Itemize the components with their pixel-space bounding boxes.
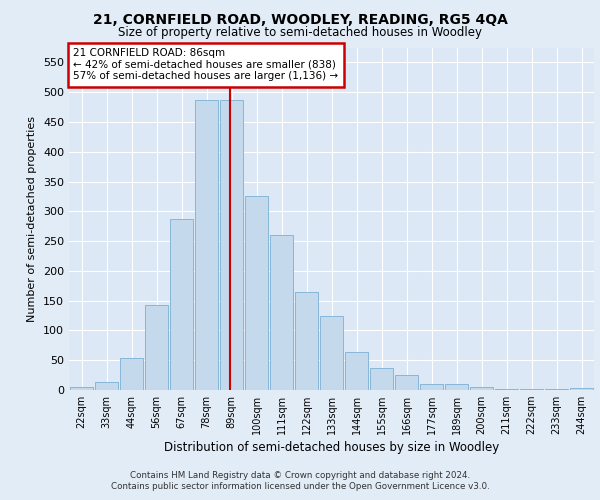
Bar [370, 368, 393, 390]
Bar [495, 389, 518, 390]
Bar [570, 388, 593, 390]
Bar [445, 384, 468, 390]
Text: Contains HM Land Registry data © Crown copyright and database right 2024.: Contains HM Land Registry data © Crown c… [130, 471, 470, 480]
Text: 21 CORNFIELD ROAD: 86sqm
← 42% of semi-detached houses are smaller (838)
57% of : 21 CORNFIELD ROAD: 86sqm ← 42% of semi-d… [73, 48, 338, 82]
Bar [95, 382, 118, 390]
Bar [145, 305, 168, 390]
Y-axis label: Number of semi-detached properties: Number of semi-detached properties [28, 116, 37, 322]
Bar [245, 196, 268, 390]
X-axis label: Distribution of semi-detached houses by size in Woodley: Distribution of semi-detached houses by … [164, 442, 499, 454]
Bar [70, 387, 93, 390]
Bar [345, 352, 368, 390]
Bar [120, 358, 143, 390]
Bar [195, 100, 218, 390]
Bar [520, 389, 543, 390]
Bar [220, 100, 243, 390]
Bar [295, 292, 318, 390]
Text: 21, CORNFIELD ROAD, WOODLEY, READING, RG5 4QA: 21, CORNFIELD ROAD, WOODLEY, READING, RG… [92, 12, 508, 26]
Bar [395, 375, 418, 390]
Bar [320, 316, 343, 390]
Bar [545, 389, 568, 390]
Bar [420, 384, 443, 390]
Bar [170, 219, 193, 390]
Bar [470, 387, 493, 390]
Text: Size of property relative to semi-detached houses in Woodley: Size of property relative to semi-detach… [118, 26, 482, 39]
Bar [270, 235, 293, 390]
Text: Contains public sector information licensed under the Open Government Licence v3: Contains public sector information licen… [110, 482, 490, 491]
